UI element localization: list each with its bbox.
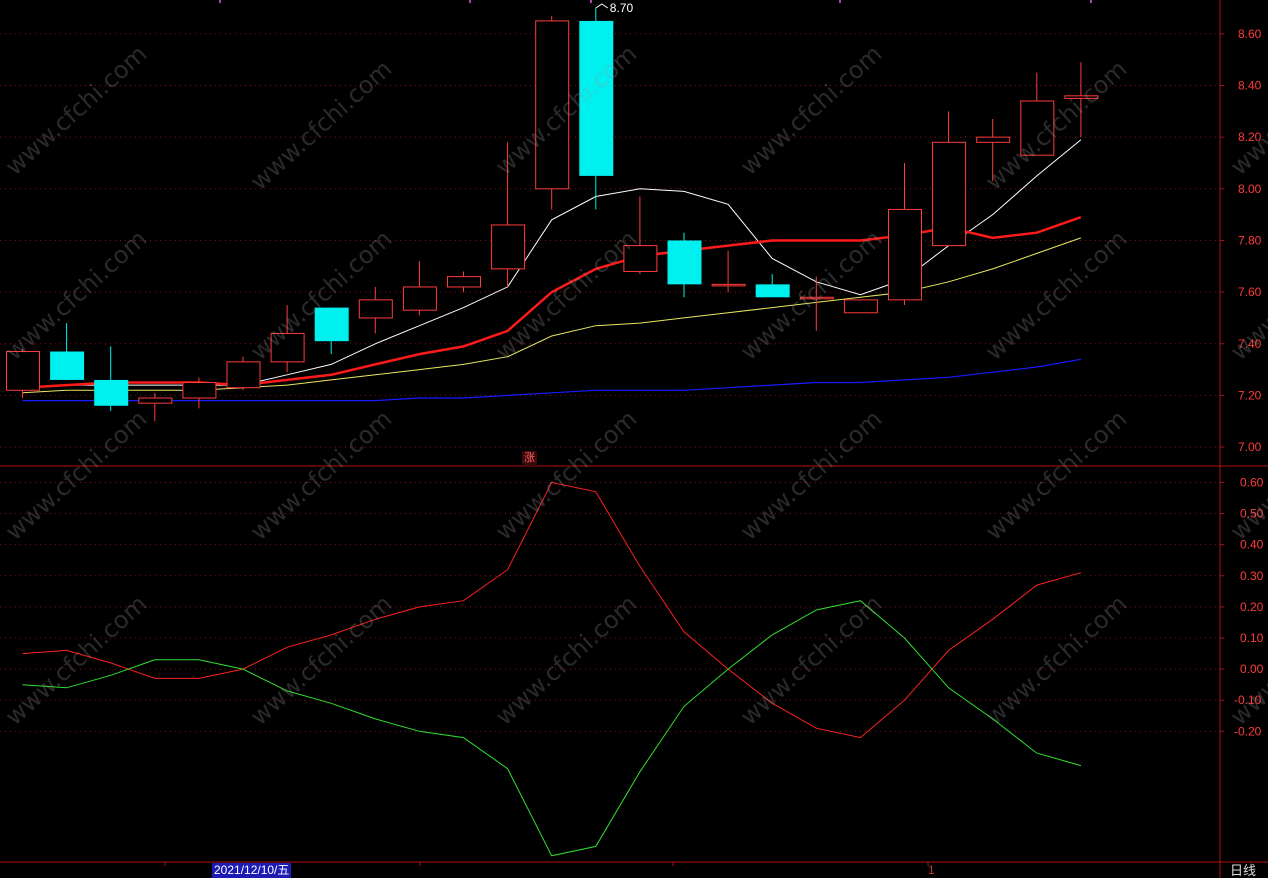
candlestick [94, 346, 129, 411]
high-value-label: 8.70 [610, 1, 634, 15]
top-marker [590, 0, 592, 3]
candlestick [358, 286, 393, 334]
candle-body-up [226, 361, 261, 389]
limit-up-badge: 涨 [522, 451, 537, 466]
candlestick [535, 15, 570, 210]
grid-lines [0, 33, 1218, 732]
candle-body-down [314, 307, 349, 342]
candlestick [799, 276, 834, 331]
indicator-tick-label: 0.40 [1240, 538, 1264, 552]
candle-body-down [579, 20, 614, 176]
price-tick-label: 7.60 [1238, 285, 1262, 299]
candle-body-up [138, 397, 173, 404]
price-tick-label: 8.00 [1238, 182, 1262, 196]
candlestick [711, 250, 746, 293]
period-label[interactable]: 日线 [1230, 863, 1257, 878]
candlestick [491, 142, 526, 287]
date-cursor-label: 2021/12/10/五 [212, 863, 292, 878]
indicator-line [22, 481, 1082, 739]
price-tick-label: 7.20 [1238, 388, 1262, 402]
candle-body-up [1020, 100, 1055, 156]
price-tick-label: 8.60 [1238, 27, 1262, 41]
candle-body-up [976, 136, 1011, 143]
candle-body-up [711, 283, 746, 287]
candlestick [6, 348, 40, 399]
candlestick [667, 232, 702, 298]
candle-body-up [1064, 95, 1099, 99]
price-tick-label: 8.40 [1238, 78, 1262, 92]
candlestick [402, 261, 437, 316]
annotations: 8.70 [595, 1, 634, 15]
candlesticks [6, 8, 1099, 422]
moving-average-line [22, 216, 1082, 389]
bottom-axis-mark: 1 [928, 863, 935, 877]
candlestick [182, 377, 217, 409]
indicator-lines [22, 481, 1082, 857]
candle-body-down [50, 351, 85, 380]
moving-average-line [22, 358, 1082, 402]
candlestick [888, 162, 922, 306]
price-tick-label: 8.20 [1238, 130, 1262, 144]
candle-body-up [402, 286, 437, 311]
indicator-tick-label: -0.10 [1234, 693, 1262, 707]
candle-body-up [888, 208, 922, 301]
candlestick [755, 274, 790, 298]
y-tick-labels: 8.60 8.40 8.20 8.00 7.80 7.60 7.40 7.20 7.00 0.60… [1220, 27, 1264, 738]
candlestick [623, 196, 658, 275]
top-marker [469, 0, 471, 3]
candle-body-up [6, 351, 40, 391]
candle-body-up [843, 299, 878, 314]
indicator-line [22, 600, 1082, 857]
candle-body-up [491, 224, 526, 270]
indicator-tick-label: 0.10 [1240, 631, 1264, 645]
top-marker [1090, 0, 1092, 3]
candle-body-up [447, 276, 481, 288]
candle-body-down [755, 284, 790, 298]
price-tick-label: 7.80 [1238, 233, 1262, 247]
indicator-tick-label: -0.20 [1234, 724, 1262, 738]
indicator-tick-label: 0.60 [1240, 475, 1264, 489]
candle-body-up [535, 20, 570, 190]
candlestick [50, 323, 85, 380]
candle-body-up [182, 382, 217, 399]
candle-body-up [799, 296, 834, 300]
candle-body-down [667, 240, 702, 285]
candlestick [932, 111, 967, 247]
candle-body-up [358, 299, 393, 319]
candlestick [579, 8, 614, 210]
candlestick [1020, 72, 1055, 156]
price-tick-label: 7.40 [1238, 337, 1262, 351]
candle-body-down [94, 379, 129, 406]
indicator-tick-label: 0.20 [1240, 600, 1264, 614]
candlestick [976, 119, 1011, 182]
candlestick [843, 299, 878, 314]
moving-average-line [22, 237, 1082, 394]
candle-body-up [270, 332, 305, 363]
candlestick [1064, 62, 1099, 138]
top-marker [839, 0, 841, 3]
top-marker [219, 0, 221, 3]
candlestick [447, 271, 481, 293]
candle-body-up [932, 141, 967, 247]
candlestick [138, 392, 173, 422]
price-tick-label: 7.00 [1238, 440, 1262, 454]
candlestick [270, 305, 305, 373]
candlestick [314, 307, 349, 355]
high-pointer [595, 3, 609, 9]
candlestick [226, 356, 261, 391]
indicator-tick-label: 0.00 [1240, 662, 1264, 676]
candle-body-up [623, 245, 658, 272]
indicator-tick-label: 0.50 [1240, 507, 1264, 521]
indicator-tick-label: 0.30 [1240, 569, 1264, 583]
